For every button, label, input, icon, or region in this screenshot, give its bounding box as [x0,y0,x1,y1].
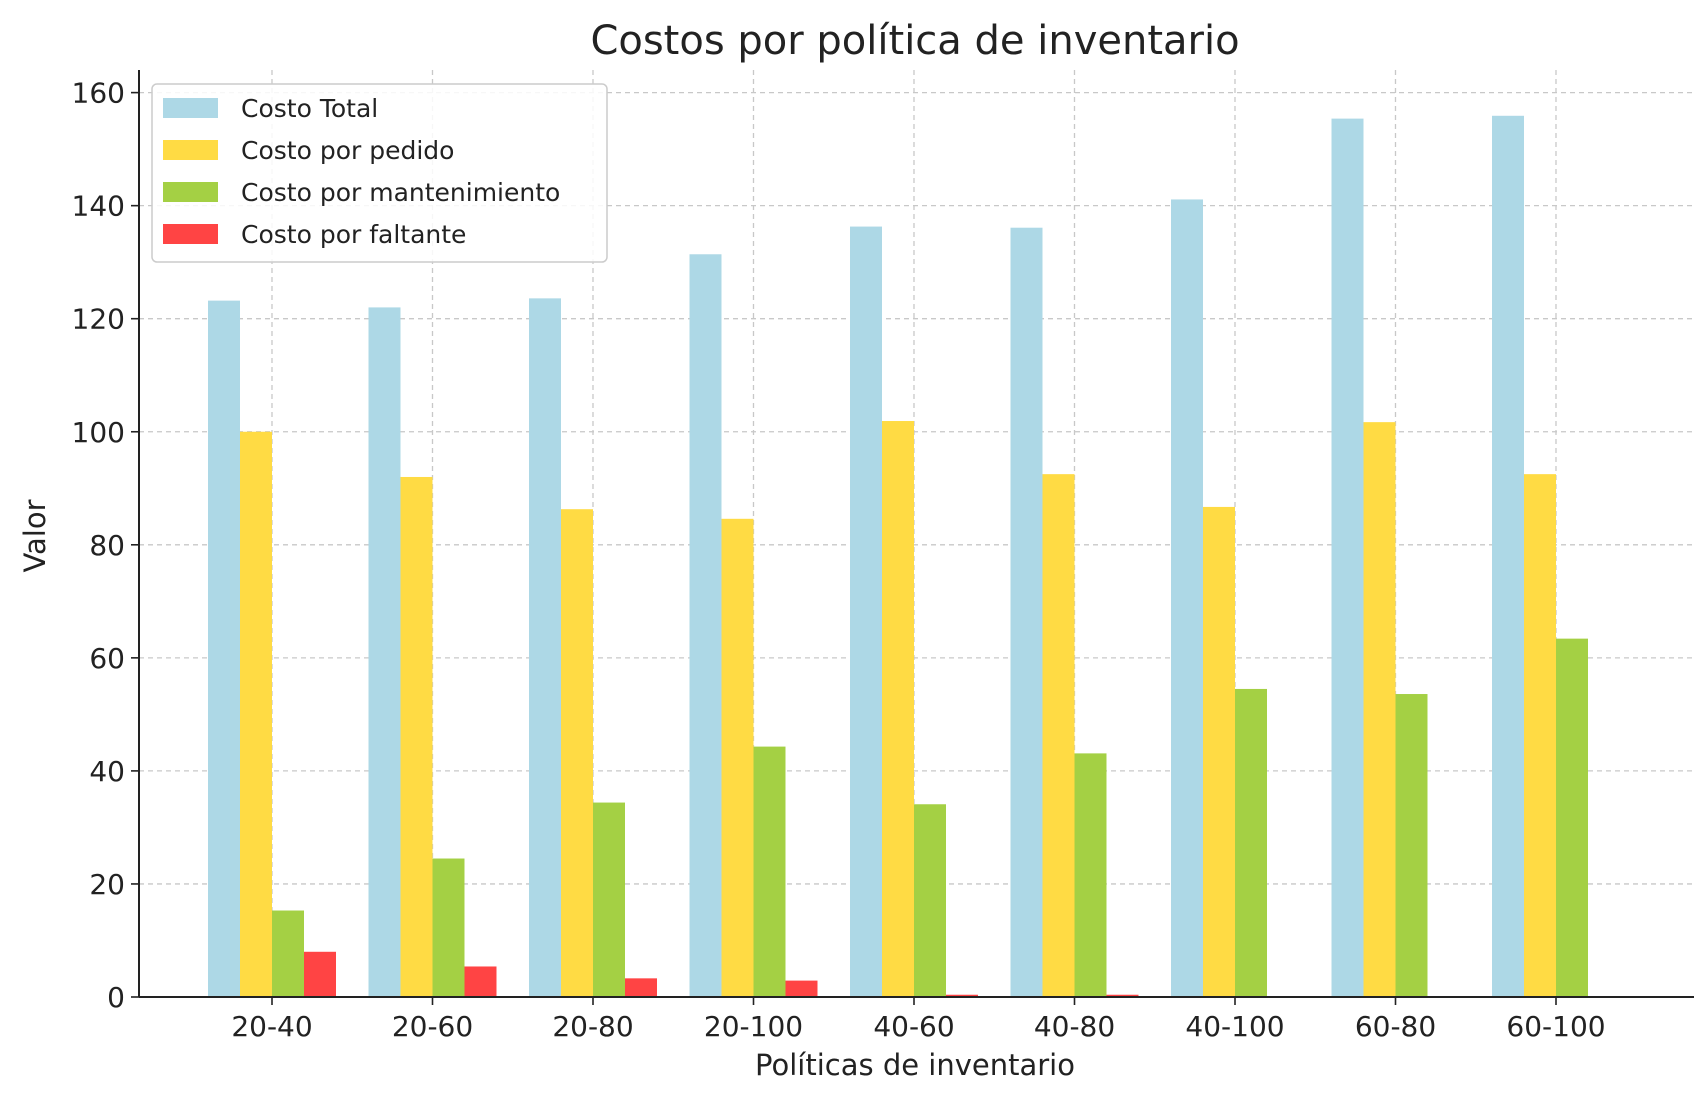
bar [1363,422,1396,997]
legend: Costo Total Costo por pedido Costo por man… [151,83,608,263]
y-tick-label: 100 [72,416,125,449]
legend-swatch [163,182,218,202]
axes-layer: 0 20 40 60 80 100 120 140 160 20-40 20-60 20-80 20-1… [72,70,1694,1043]
legend-label: Costo por mantenimiento [241,178,560,207]
bar [1106,994,1139,997]
bars-layer [208,115,1588,998]
bar [1492,115,1524,997]
x-axis-label: Políticas de inventario [755,1048,1075,1082]
legend-swatch [163,140,218,160]
bar [304,951,336,997]
legend-label: Costo por pedido [241,136,454,165]
y-tick-label: 120 [72,303,125,336]
legend-label: Costo por faltante [241,220,466,249]
x-tick-label: 40-100 [1185,1010,1284,1043]
bar [240,431,272,997]
y-axis-label: Valor [18,499,52,572]
bar [593,802,625,997]
legend-frame [151,83,608,263]
x-tick-label: 40-80 [1034,1010,1115,1043]
bar [914,804,946,997]
x-tick-label: 60-80 [1355,1010,1436,1043]
bar [1235,688,1267,997]
bar [400,476,433,998]
bar [625,978,657,997]
bar [721,518,754,997]
bar [1203,506,1235,997]
y-tick-label: 160 [72,77,125,110]
y-tick-label: 40 [89,755,125,788]
y-tick-label: 140 [72,190,125,223]
y-tick-label: 60 [89,642,125,675]
chart-title: Costos por política de inventario [590,18,1239,64]
bar [785,980,818,997]
bar [1042,474,1075,997]
bar [432,858,465,997]
bar [272,910,304,997]
bar [1395,694,1428,997]
y-tick-label: 0 [107,981,125,1014]
bar [689,254,722,997]
bar [882,421,914,997]
bar [368,307,401,997]
legend-swatch [163,98,218,118]
bar [946,994,978,997]
y-tick-label: 80 [89,529,125,562]
bar [1074,753,1107,997]
x-tick-label: 20-40 [231,1010,312,1043]
y-tick-label: 20 [89,868,125,901]
bar [1524,474,1556,997]
legend-label: Costo Total [241,94,378,123]
x-tick-label: 60-100 [1506,1010,1605,1043]
bar [1010,227,1043,997]
bar [529,298,561,998]
bar [1171,199,1203,997]
bar [208,300,240,997]
bar [1331,118,1364,998]
x-tick-label: 20-80 [552,1010,633,1043]
bar [561,509,593,997]
bar [753,746,786,997]
bar [1556,638,1588,997]
x-tick-label: 20-60 [392,1010,473,1043]
x-tick-label: 20-100 [704,1010,803,1043]
bar [850,226,882,997]
x-tick-label: 40-60 [873,1010,954,1043]
legend-swatch [163,224,218,244]
bar [464,966,497,997]
